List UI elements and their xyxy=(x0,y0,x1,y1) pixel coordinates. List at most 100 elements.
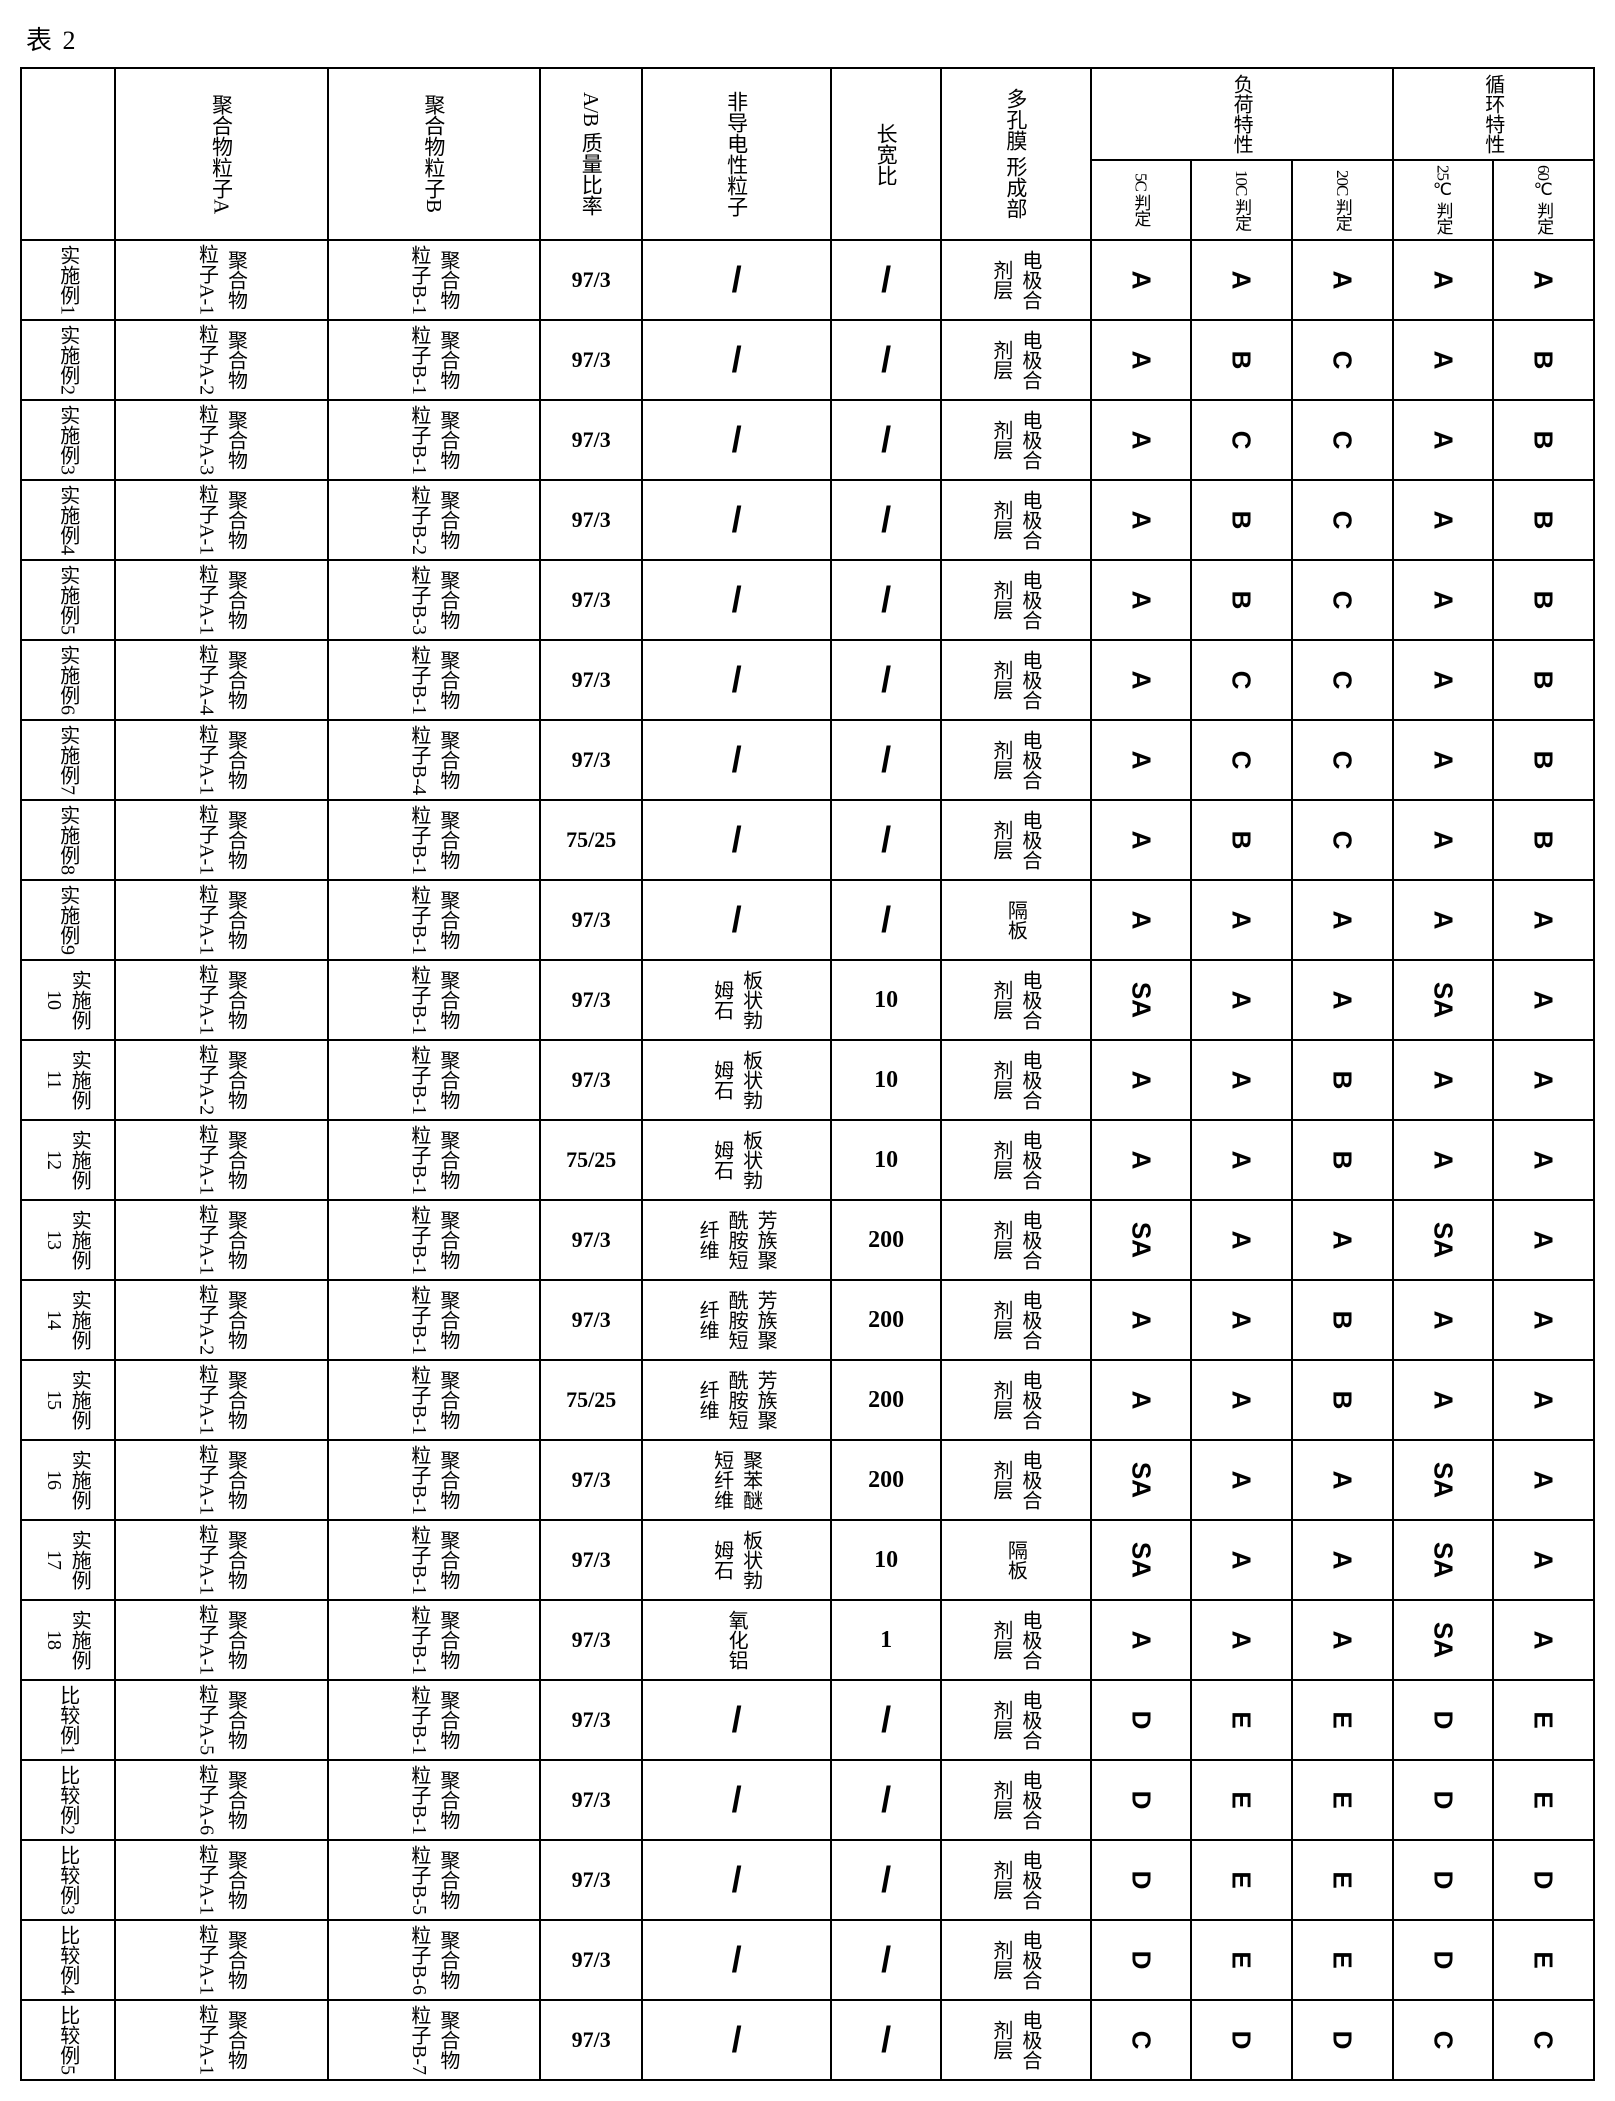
cell-aspect: / xyxy=(831,2000,941,2080)
cell-ratio: 97/3 xyxy=(540,640,642,720)
row-label: 实施例4 xyxy=(21,480,115,560)
cell-ratio: 75/25 xyxy=(540,1120,642,1200)
cell-particle-a: 聚合物粒子A-1 xyxy=(115,240,327,320)
cell-particle-a: 聚合物粒子A-2 xyxy=(115,1040,327,1120)
cell-location: 电极合剂层 xyxy=(941,1840,1090,1920)
row-label: 实施例3 xyxy=(21,400,115,480)
table-row: 实施例7聚合物粒子A-1聚合物粒子B-497/3//电极合剂层ACCAB xyxy=(21,720,1594,800)
cell-location: 电极合剂层 xyxy=(941,240,1090,320)
cell-location: 电极合剂层 xyxy=(941,2000,1090,2080)
cell-ratio: 97/3 xyxy=(540,480,642,560)
cell-noncond: / xyxy=(642,480,831,560)
table-row: 比较例2聚合物粒子A-6聚合物粒子B-197/3//电极合剂层DEEDE xyxy=(21,1760,1594,1840)
cell-aspect: / xyxy=(831,1840,941,1920)
table-row: 实施例10聚合物粒子A-1聚合物粒子B-197/3板状勃姆石10电极合剂层SAA… xyxy=(21,960,1594,1040)
cell-ratio: 97/3 xyxy=(540,2000,642,2080)
row-label: 比较例2 xyxy=(21,1760,115,1840)
cell-particle-b: 聚合物粒子B-1 xyxy=(328,240,540,320)
cell-noncond: / xyxy=(642,1840,831,1920)
cell-particle-b: 聚合物粒子B-7 xyxy=(328,2000,540,2080)
cell-aspect: 10 xyxy=(831,1120,941,1200)
table-body: 实施例1聚合物粒子A-1聚合物粒子B-197/3//电极合剂层AAAAA实施例2… xyxy=(21,240,1594,2080)
cell-particle-a: 聚合物粒子A-1 xyxy=(115,1600,327,1680)
cell-location: 电极合剂层 xyxy=(941,1680,1090,1760)
cell-aspect: / xyxy=(831,560,941,640)
cell-noncond: 芳族聚酰胺短纤维 xyxy=(642,1360,831,1440)
table-row: 实施例9聚合物粒子A-1聚合物粒子B-197/3//隔板AAAAA xyxy=(21,880,1594,960)
cell-location: 电极合剂层 xyxy=(941,400,1090,480)
cell-particle-b: 聚合物粒子B-1 xyxy=(328,640,540,720)
cell-noncond: / xyxy=(642,800,831,880)
cell-location: 电极合剂层 xyxy=(941,800,1090,880)
cell-particle-a: 聚合物粒子A-2 xyxy=(115,1280,327,1360)
cell-location: 电极合剂层 xyxy=(941,320,1090,400)
row-label: 实施例1 xyxy=(21,240,115,320)
table-row: 实施例6聚合物粒子A-4聚合物粒子B-197/3//电极合剂层ACCAB xyxy=(21,640,1594,720)
row-label: 实施例16 xyxy=(21,1440,115,1520)
cell-ratio: 97/3 xyxy=(540,1520,642,1600)
cell-aspect: / xyxy=(831,320,941,400)
cell-noncond: / xyxy=(642,240,831,320)
cell-particle-a: 聚合物粒子A-6 xyxy=(115,1760,327,1840)
table-row: 实施例17聚合物粒子A-1聚合物粒子B-197/3板状勃姆石10隔板SAAASA… xyxy=(21,1520,1594,1600)
cell-judge-1: D xyxy=(1202,1990,1282,2091)
cell-judge-4: C xyxy=(1504,1990,1584,2091)
cell-ratio: 97/3 xyxy=(540,960,642,1040)
row-label: 实施例9 xyxy=(21,880,115,960)
table-row: 实施例5聚合物粒子A-1聚合物粒子B-397/3//电极合剂层ABCAB xyxy=(21,560,1594,640)
cell-aspect: / xyxy=(831,720,941,800)
cell-location: 电极合剂层 xyxy=(941,640,1090,720)
cell-particle-b: 聚合物粒子B-1 xyxy=(328,1200,540,1280)
cell-location: 电极合剂层 xyxy=(941,1280,1090,1360)
row-label: 比较例1 xyxy=(21,1680,115,1760)
cell-ratio: 97/3 xyxy=(540,240,642,320)
cell-particle-b: 聚合物粒子B-1 xyxy=(328,1760,540,1840)
cell-ratio: 97/3 xyxy=(540,1040,642,1120)
cell-aspect: / xyxy=(831,880,941,960)
cell-noncond: / xyxy=(642,400,831,480)
col-group-cycle: 循环特性 xyxy=(1393,68,1594,160)
cell-aspect: / xyxy=(831,640,941,720)
cell-noncond: 芳族聚酰胺短纤维 xyxy=(642,1200,831,1280)
table-row: 比较例4聚合物粒子A-1聚合物粒子B-697/3//电极合剂层DEEDE xyxy=(21,1920,1594,2000)
cell-particle-b: 聚合物粒子B-6 xyxy=(328,1920,540,2000)
cell-location: 电极合剂层 xyxy=(941,720,1090,800)
cell-particle-a: 聚合物粒子A-4 xyxy=(115,640,327,720)
cell-noncond: / xyxy=(642,2000,831,2080)
cell-location: 电极合剂层 xyxy=(941,1600,1090,1680)
table-row: 实施例14聚合物粒子A-2聚合物粒子B-197/3芳族聚酰胺短纤维200电极合剂… xyxy=(21,1280,1594,1360)
row-label: 实施例17 xyxy=(21,1520,115,1600)
cell-noncond: / xyxy=(642,1760,831,1840)
cell-noncond: 芳族聚酰胺短纤维 xyxy=(642,1280,831,1360)
cell-location: 电极合剂层 xyxy=(941,1040,1090,1120)
col-60c: 60℃ 判定 xyxy=(1493,160,1594,240)
table-row: 比较例3聚合物粒子A-1聚合物粒子B-597/3//电极合剂层DEEDD xyxy=(21,1840,1594,1920)
cell-particle-b: 聚合物粒子B-1 xyxy=(328,400,540,480)
cell-particle-b: 聚合物粒子B-1 xyxy=(328,880,540,960)
cell-location: 电极合剂层 xyxy=(941,1360,1090,1440)
cell-noncond: / xyxy=(642,1920,831,2000)
col-location: 多孔膜 形成部 xyxy=(941,68,1090,240)
cell-aspect: 1 xyxy=(831,1600,941,1680)
cell-ratio: 97/3 xyxy=(540,1840,642,1920)
cell-particle-a: 聚合物粒子A-1 xyxy=(115,1440,327,1520)
cell-particle-b: 聚合物粒子B-4 xyxy=(328,720,540,800)
cell-aspect: 200 xyxy=(831,1440,941,1520)
cell-particle-b: 聚合物粒子B-1 xyxy=(328,1440,540,1520)
table-row: 实施例12聚合物粒子A-1聚合物粒子B-175/25板状勃姆石10电极合剂层AA… xyxy=(21,1120,1594,1200)
row-label: 比较例3 xyxy=(21,1840,115,1920)
cell-location: 隔板 xyxy=(941,880,1090,960)
cell-particle-a: 聚合物粒子A-1 xyxy=(115,1920,327,2000)
cell-ratio: 97/3 xyxy=(540,1600,642,1680)
cell-judge-0: C xyxy=(1101,1990,1181,2091)
table-caption: 表 2 xyxy=(26,20,1595,57)
cell-aspect: 10 xyxy=(831,1040,941,1120)
cell-particle-b: 聚合物粒子B-5 xyxy=(328,1840,540,1920)
cell-particle-b: 聚合物粒子B-1 xyxy=(328,1520,540,1600)
cell-ratio: 97/3 xyxy=(540,1760,642,1840)
cell-aspect: / xyxy=(831,1680,941,1760)
col-20c: 20C 判定 xyxy=(1292,160,1393,240)
row-label: 实施例2 xyxy=(21,320,115,400)
cell-aspect: 200 xyxy=(831,1280,941,1360)
cell-aspect: 10 xyxy=(831,1520,941,1600)
